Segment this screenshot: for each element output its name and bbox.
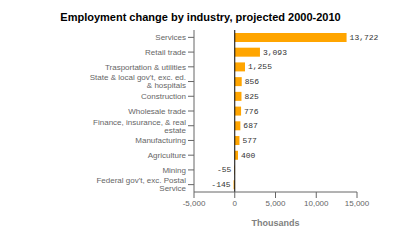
svg-text:0: 0 — [233, 199, 238, 208]
svg-text:Finance, insurance, & realesta: Finance, insurance, & realestate — [93, 118, 186, 135]
svg-text:Thousands: Thousands — [251, 218, 299, 228]
html-text:Employment change by industry,: Employment change by industry, projected… — [60, 11, 341, 23]
svg-text:776: 776 — [244, 107, 259, 116]
svg-text:13,722: 13,722 — [350, 33, 379, 42]
svg-text:-55: -55 — [217, 165, 232, 174]
svg-text:856: 856 — [245, 77, 260, 86]
svg-text:State & local gov't, exc. ed.&: State & local gov't, exc. ed.& hospitals — [90, 73, 186, 90]
svg-text:Manufacturing: Manufacturing — [135, 136, 186, 145]
svg-text:400: 400 — [241, 151, 256, 160]
svg-text:Wholesale trade: Wholesale trade — [128, 107, 186, 116]
svg-text:Mining: Mining — [162, 166, 186, 175]
svg-text:825: 825 — [244, 92, 259, 101]
svg-text:Agriculture: Agriculture — [148, 151, 187, 160]
svg-text:1,255: 1,255 — [248, 62, 272, 71]
svg-text:687: 687 — [243, 121, 258, 130]
svg-text:577: 577 — [242, 136, 257, 145]
svg-text:Federal gov't, exc. PostalServ: Federal gov't, exc. PostalService — [96, 176, 186, 193]
svg-text:10,000: 10,000 — [304, 199, 329, 208]
svg-text:Trasportation & utilities: Trasportation & utilities — [105, 63, 186, 72]
svg-text:Services: Services — [155, 33, 186, 42]
svg-text:-145: -145 — [211, 180, 230, 189]
svg-text:Retail trade: Retail trade — [145, 48, 186, 57]
svg-text:3,093: 3,093 — [263, 48, 287, 57]
svg-text:-5,000: -5,000 — [183, 199, 206, 208]
svg-text:5,000: 5,000 — [265, 199, 286, 208]
svg-text:Construction: Construction — [141, 92, 186, 101]
svg-text:15,000: 15,000 — [345, 199, 370, 208]
